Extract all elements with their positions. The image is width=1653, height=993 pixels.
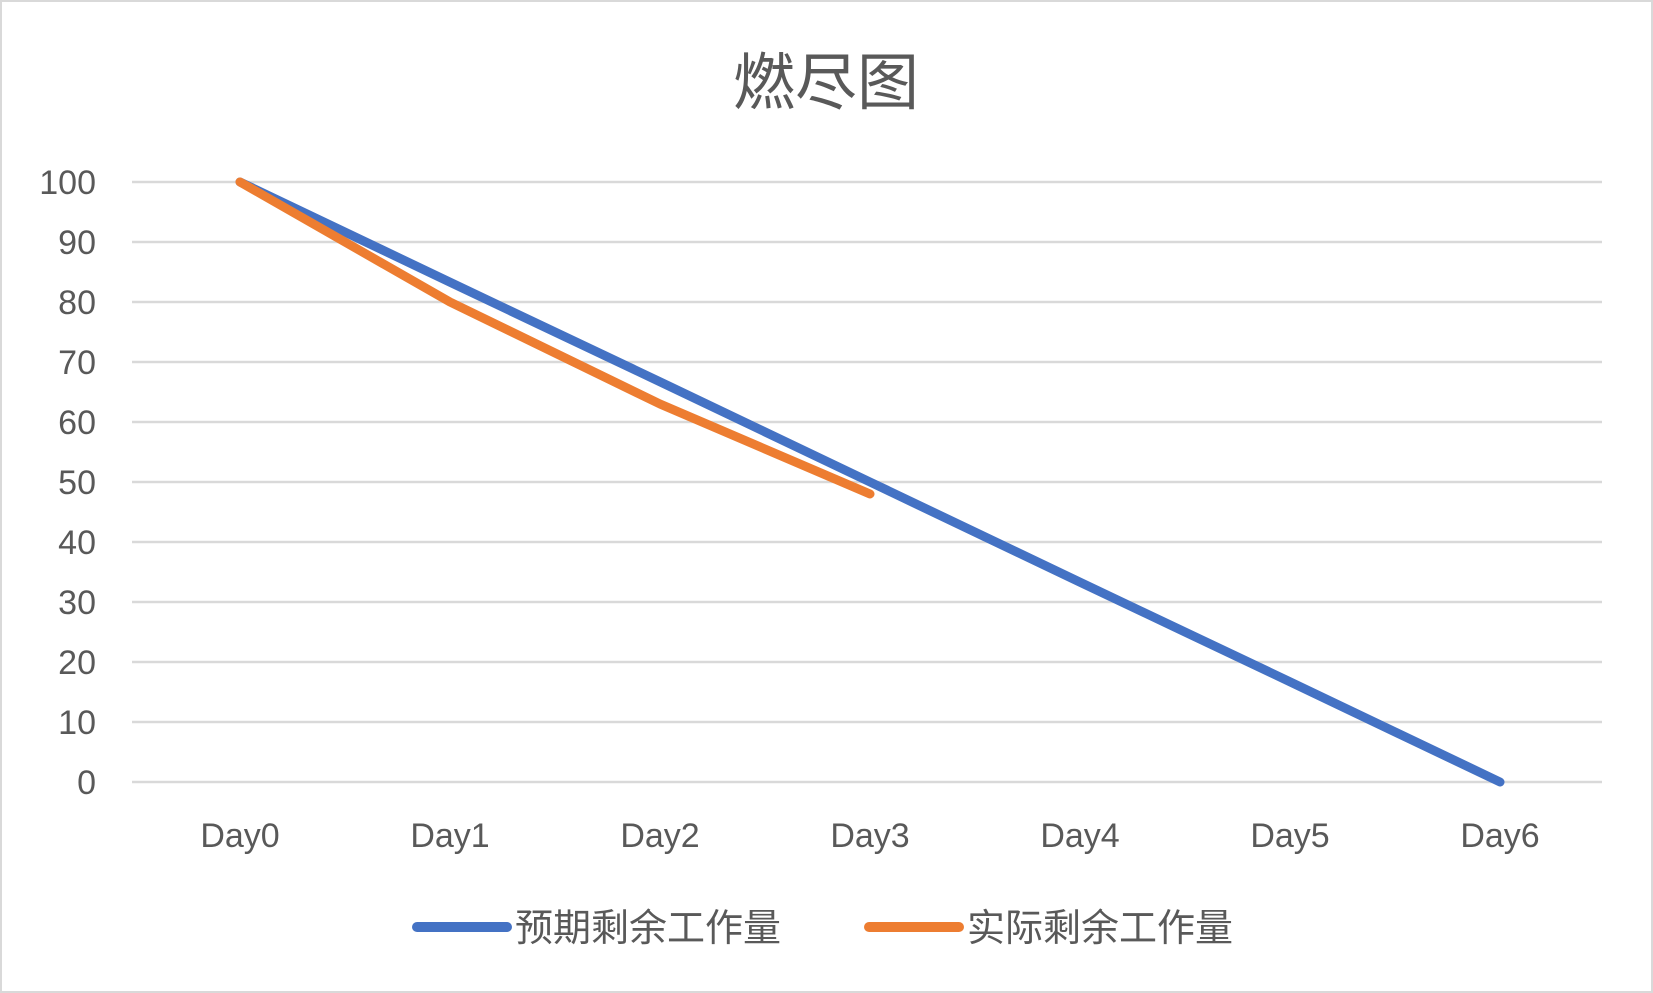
y-tick-label: 40: [58, 524, 96, 562]
legend: 预期剩余工作量 实际剩余工作量: [412, 906, 1233, 950]
x-tick-label: Day6: [1460, 817, 1539, 855]
legend-label: 实际剩余工作量: [967, 906, 1233, 950]
x-tick-label: Day1: [410, 817, 489, 855]
x-tick-label: Day4: [1040, 817, 1119, 855]
y-tick-label: 50: [58, 464, 96, 502]
x-tick-label: Day5: [1250, 817, 1329, 855]
series-line-actual: [235, 177, 875, 499]
x-tick-label: Day2: [620, 817, 699, 855]
series-lines: [235, 177, 1505, 787]
x-tick-label: Day0: [200, 817, 279, 855]
series-line-expected: [235, 177, 1505, 787]
y-tick-label: 10: [58, 704, 96, 742]
y-tick-label: 90: [58, 224, 96, 262]
x-tick-label: Day3: [830, 817, 909, 855]
chart-title: 燃尽图: [733, 46, 919, 119]
y-tick-label: 30: [58, 584, 96, 622]
y-tick-label: 0: [77, 764, 96, 802]
legend-label: 预期剩余工作量: [515, 906, 781, 950]
y-tick-label: 80: [58, 284, 96, 322]
y-tick-label: 70: [58, 344, 96, 382]
y-tick-label: 20: [58, 644, 96, 682]
y-axis-ticks: 0 10 20 30 40 50 60 70 80 90 100: [39, 164, 96, 802]
x-axis-ticks: Day0 Day1 Day2 Day3 Day4 Day5 Day6: [200, 817, 1539, 855]
y-tick-label: 100: [39, 164, 96, 202]
y-tick-label: 60: [58, 404, 96, 442]
